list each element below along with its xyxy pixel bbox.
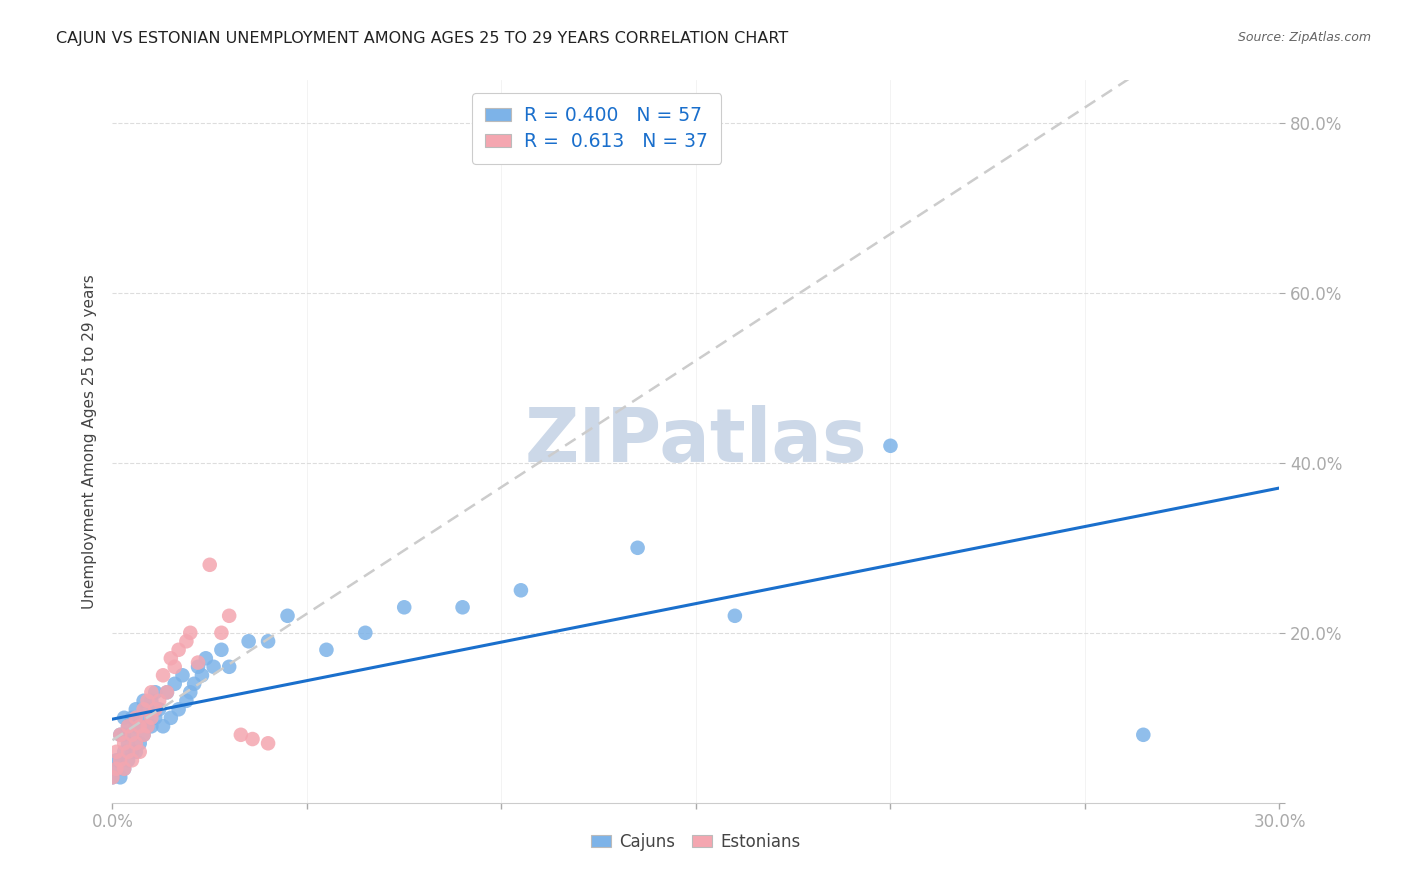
Point	[152, 668, 174, 682]
Text: ZIPatlas: ZIPatlas	[524, 405, 868, 478]
Point	[117, 719, 139, 733]
Point	[191, 668, 214, 682]
Point	[101, 770, 124, 784]
Point	[105, 762, 128, 776]
Point	[724, 608, 747, 623]
Point	[105, 753, 128, 767]
Point	[101, 770, 124, 784]
Y-axis label: Unemployment Among Ages 25 to 29 years: Unemployment Among Ages 25 to 29 years	[82, 274, 97, 609]
Point	[229, 728, 252, 742]
Point	[110, 728, 132, 742]
Point	[132, 728, 155, 742]
Point	[179, 685, 201, 699]
Point	[112, 736, 135, 750]
Point	[209, 625, 232, 640]
Point	[218, 660, 240, 674]
Point	[257, 634, 280, 648]
Point	[451, 600, 474, 615]
Point	[110, 770, 132, 784]
Point	[394, 600, 416, 615]
Point	[209, 642, 232, 657]
Point	[110, 753, 132, 767]
Point	[148, 702, 170, 716]
Point	[121, 728, 143, 742]
Point	[202, 660, 225, 674]
Point	[128, 719, 150, 733]
Point	[509, 583, 531, 598]
Point	[128, 736, 150, 750]
Point	[105, 745, 128, 759]
Point	[112, 711, 135, 725]
Point	[163, 677, 186, 691]
Point	[125, 711, 148, 725]
Point	[117, 753, 139, 767]
Point	[121, 745, 143, 759]
Point	[136, 702, 159, 716]
Point	[167, 642, 190, 657]
Point	[143, 685, 166, 699]
Text: CAJUN VS ESTONIAN UNEMPLOYMENT AMONG AGES 25 TO 29 YEARS CORRELATION CHART: CAJUN VS ESTONIAN UNEMPLOYMENT AMONG AGE…	[56, 31, 789, 46]
Point	[152, 719, 174, 733]
Text: Source: ZipAtlas.com: Source: ZipAtlas.com	[1237, 31, 1371, 45]
Point	[141, 711, 163, 725]
Point	[125, 736, 148, 750]
Point	[141, 719, 163, 733]
Point	[218, 608, 240, 623]
Point	[117, 745, 139, 759]
Point	[112, 728, 135, 742]
Point	[112, 745, 135, 759]
Point	[128, 745, 150, 759]
Point	[160, 651, 183, 665]
Legend: Cajuns, Estonians: Cajuns, Estonians	[583, 825, 808, 860]
Point	[143, 711, 166, 725]
Point	[105, 762, 128, 776]
Point	[125, 702, 148, 716]
Point	[141, 694, 163, 708]
Point	[136, 719, 159, 733]
Point	[627, 541, 650, 555]
Point	[128, 711, 150, 725]
Point	[183, 677, 205, 691]
Point	[163, 660, 186, 674]
Point	[110, 753, 132, 767]
Point	[354, 625, 377, 640]
Point	[143, 702, 166, 716]
Point	[125, 745, 148, 759]
Point	[141, 685, 163, 699]
Point	[176, 694, 198, 708]
Point	[121, 728, 143, 742]
Point	[257, 736, 280, 750]
Point	[112, 762, 135, 776]
Point	[136, 694, 159, 708]
Point	[167, 702, 190, 716]
Point	[160, 711, 183, 725]
Point	[879, 439, 901, 453]
Point	[198, 558, 221, 572]
Point	[179, 625, 201, 640]
Point	[112, 762, 135, 776]
Point	[117, 736, 139, 750]
Point	[125, 719, 148, 733]
Point	[121, 711, 143, 725]
Point	[194, 651, 217, 665]
Point	[121, 753, 143, 767]
Point	[132, 702, 155, 716]
Point	[156, 685, 179, 699]
Point	[148, 694, 170, 708]
Point	[315, 642, 337, 657]
Point	[176, 634, 198, 648]
Point	[132, 728, 155, 742]
Point	[1132, 728, 1154, 742]
Point	[238, 634, 260, 648]
Point	[242, 732, 264, 747]
Point	[187, 660, 209, 674]
Point	[156, 685, 179, 699]
Point	[117, 719, 139, 733]
Point	[187, 656, 209, 670]
Point	[172, 668, 194, 682]
Point	[110, 728, 132, 742]
Point	[276, 608, 298, 623]
Point	[136, 719, 159, 733]
Point	[132, 694, 155, 708]
